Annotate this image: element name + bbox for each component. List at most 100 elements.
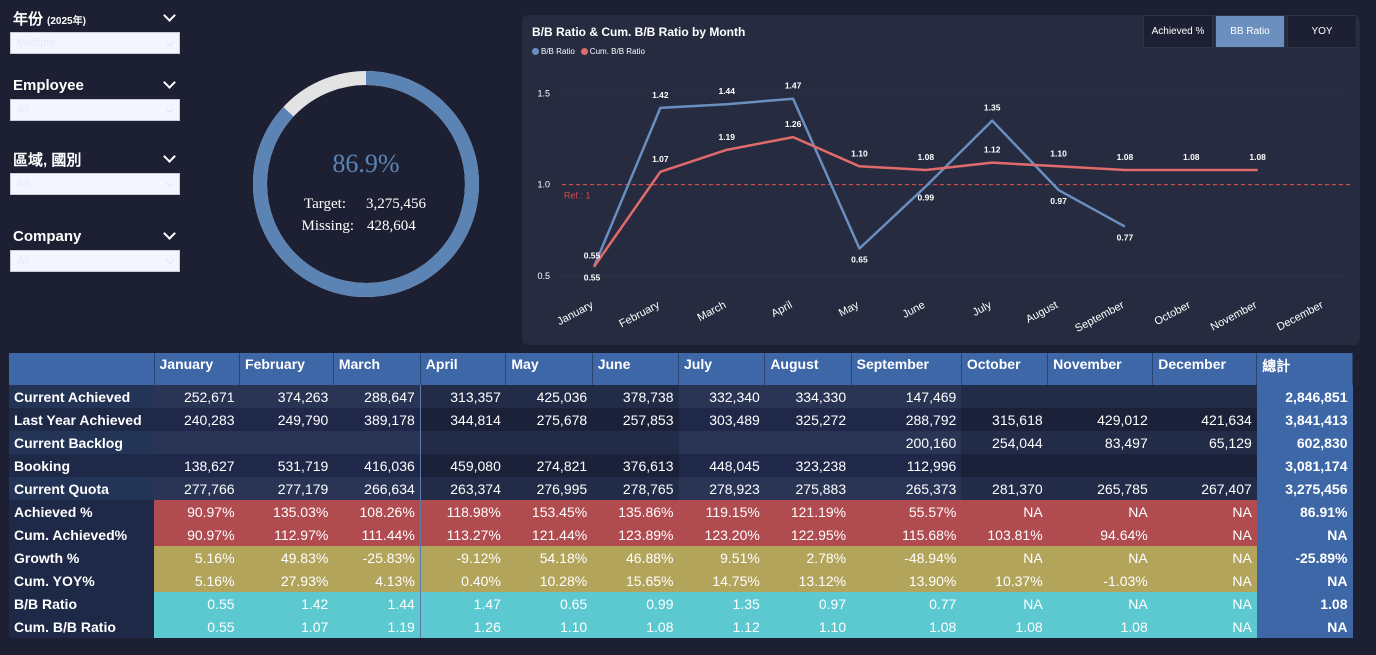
region-filter-select[interactable]: All (10, 173, 180, 195)
company-filter[interactable]: Company All (10, 225, 180, 272)
legend-item-cum-bb-ratio[interactable]: Cum. B/B Ratio (580, 47, 645, 56)
table-cell: 459,080 (419, 454, 506, 477)
table-cell: 416,036 (333, 454, 421, 477)
table-cell: 10.37% (961, 569, 1048, 592)
table-cell: 266,634 (333, 477, 421, 500)
table-cell: 113.27% (419, 523, 506, 546)
row-label: Achieved % (9, 500, 154, 523)
row-label: Last Year Achieved (9, 408, 154, 431)
table-cell: 425,036 (505, 385, 593, 408)
year-filter[interactable]: 年份 (2025年) Multiple (10, 7, 180, 54)
year-filter-header: 年份 (2025年) (10, 7, 180, 29)
table-cell (1152, 385, 1257, 408)
table-cell: 112,996 (851, 454, 962, 477)
table-cell: 54.18% (505, 546, 593, 569)
data-label: 0.55 (584, 251, 601, 261)
data-label: 0.65 (851, 254, 868, 264)
tab-achieved-percent[interactable]: Achieved % (1143, 15, 1213, 48)
row-total: NA (1256, 615, 1353, 638)
employee-filter[interactable]: Employee All (10, 74, 180, 121)
table-cell: 344,814 (419, 408, 506, 431)
table-cell: -25.83% (333, 546, 421, 569)
x-tick-label: September (1073, 299, 1126, 335)
y-tick-label: 0.5 (537, 271, 550, 281)
table-cell: 448,045 (678, 454, 765, 477)
chevron-down-icon[interactable] (163, 76, 176, 89)
region-filter[interactable]: 區域, 國別 All (10, 148, 180, 195)
table-cell: NA (1152, 500, 1257, 523)
data-label: 1.19 (718, 132, 735, 142)
x-tick-label: March (696, 299, 729, 324)
table-cell: 103.81% (961, 523, 1048, 546)
table-cell: 1.10 (505, 615, 593, 638)
x-tick-label: November (1209, 299, 1260, 334)
x-tick-label: July (971, 299, 994, 319)
table-cell: 10.28% (505, 569, 593, 592)
table-cell (239, 431, 334, 454)
x-tick-label: August (1024, 299, 1060, 326)
row-label: Current Backlog (9, 431, 154, 454)
tab-bb-ratio[interactable]: BB Ratio (1215, 15, 1285, 48)
target-value: 3,275,456 (366, 196, 427, 212)
table-cell: 531,719 (239, 454, 334, 477)
chevron-down-icon[interactable] (163, 150, 176, 163)
table-cell: 200,160 (851, 431, 962, 454)
table-cell: 1.47 (419, 592, 506, 615)
data-label: 1.10 (851, 148, 868, 158)
table-cell (419, 431, 506, 454)
row-total: 2,846,851 (1256, 385, 1353, 408)
bb-ratio-line-chart: 0.5 1.0 1.5 Ref.: 1 January February March Apri… (537, 81, 1350, 335)
chart-tabs: Achieved % BB Ratio YOY (1143, 15, 1357, 48)
table-cell: 0.40% (419, 569, 506, 592)
table-cell: 265,373 (851, 477, 962, 500)
table-cell: 121.44% (505, 523, 593, 546)
x-tick-label: October (1152, 299, 1192, 328)
table-cell: 252,671 (154, 385, 240, 408)
chevron-down-icon (165, 104, 175, 114)
table-cell: 15.65% (592, 569, 679, 592)
table-cell: 147,469 (851, 385, 962, 408)
table-cell: 240,283 (154, 408, 240, 431)
table-cell: 429,012 (1047, 408, 1153, 431)
table-cell: 111.44% (333, 523, 421, 546)
table-row: Last Year Achieved 240,283 249,790 389,178 3… (9, 408, 1353, 431)
tab-yoy[interactable]: YOY (1287, 15, 1357, 48)
table-cell: 135.03% (239, 500, 334, 523)
table-row: Cum. YOY% 5.16% 27.93% 4.13% 0.40% 10.28% 15.6… (9, 569, 1353, 592)
chevron-down-icon[interactable] (163, 227, 176, 240)
data-label: 1.42 (652, 90, 669, 100)
table-cell: 153.45% (505, 500, 593, 523)
column-header: May (505, 353, 593, 385)
row-label: Booking (9, 454, 154, 477)
achievement-gauge: 86.9% Target: 3,275,456 Missing: 428,604 (253, 71, 479, 297)
table-cell: NA (961, 592, 1048, 615)
year-filter-select[interactable]: Multiple (10, 32, 180, 54)
table-cell: 94.64% (1047, 523, 1153, 546)
company-filter-select[interactable]: All (10, 250, 180, 272)
column-header: November (1047, 353, 1154, 385)
target-label: Target: (304, 196, 346, 212)
row-total: 3,275,456 (1256, 477, 1353, 500)
table-cell: 1.42 (239, 592, 334, 615)
table-cell: 4.13% (333, 569, 421, 592)
employee-filter-select[interactable]: All (10, 99, 180, 121)
region-filter-label: 區域, 國別 (13, 151, 82, 169)
data-label: 1.08 (1249, 152, 1266, 162)
table-cell: 332,340 (678, 385, 765, 408)
table-cell: 0.97 (764, 592, 852, 615)
table-cell: 267,407 (1152, 477, 1257, 500)
missing-label: Missing: (301, 218, 354, 234)
table-cell: 288,647 (333, 385, 421, 408)
legend-item-bb-ratio[interactable]: B/B Ratio (532, 47, 575, 56)
table-cell: NA (1047, 546, 1153, 569)
table-cell: 263,374 (419, 477, 506, 500)
data-label: 1.08 (1117, 152, 1134, 162)
chevron-down-icon[interactable] (163, 9, 176, 22)
table-cell: 313,357 (419, 385, 506, 408)
table-cell: 123.89% (592, 523, 679, 546)
table-cell: 9.51% (678, 546, 765, 569)
header-corner (9, 353, 155, 385)
table-cell: 275,678 (505, 408, 593, 431)
table-row: Achieved % 90.97% 135.03% 108.26% 118.98% 153… (9, 500, 1353, 523)
table-cell: NA (1047, 592, 1153, 615)
